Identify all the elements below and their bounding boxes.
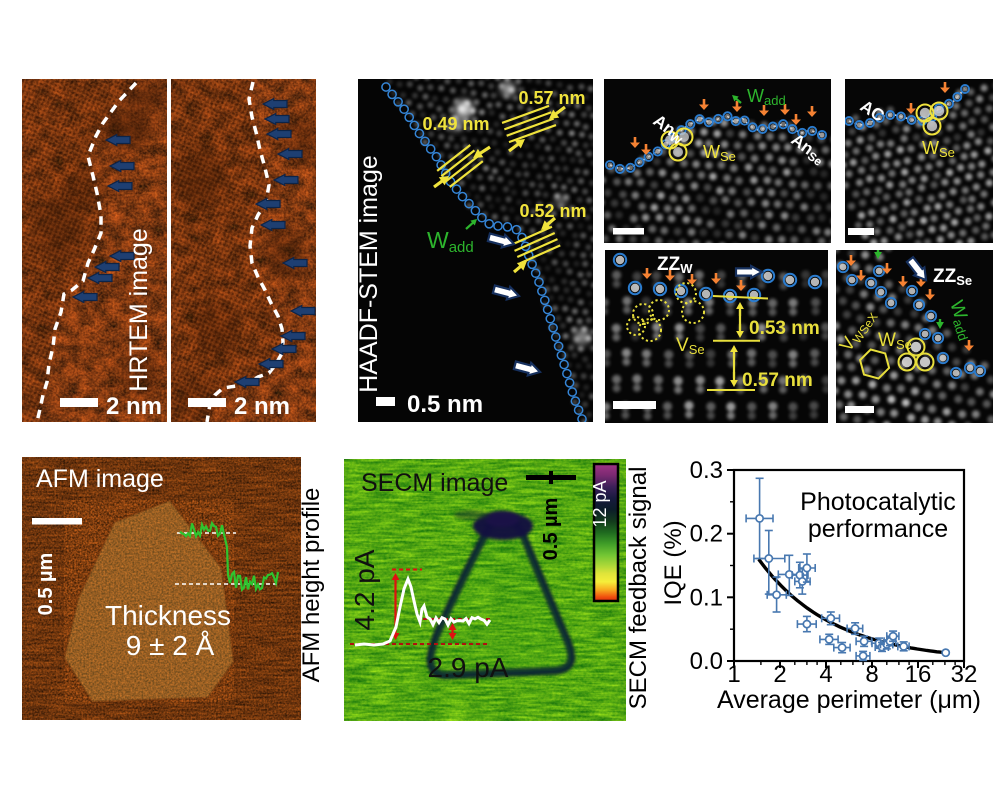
- svg-text:IQE (%): IQE (%): [660, 520, 687, 605]
- svg-text:32: 32: [951, 661, 978, 688]
- svg-text:AFM image: AFM image: [36, 465, 164, 493]
- svg-text:Photocatalytic: Photocatalytic: [800, 488, 956, 516]
- svg-text:0.49 nm: 0.49 nm: [422, 114, 489, 134]
- svg-text:0.1: 0.1: [690, 584, 723, 611]
- svg-text:0.53 nm: 0.53 nm: [749, 318, 820, 339]
- svg-text:performance: performance: [808, 515, 948, 543]
- svg-text:9 ± 2 Å: 9 ± 2 Å: [126, 630, 215, 661]
- svg-text:SECM image: SECM image: [361, 469, 508, 497]
- svg-text:4.2 pA: 4.2 pA: [349, 549, 380, 630]
- svg-text:12 pA: 12 pA: [590, 480, 610, 527]
- svg-text:0.0: 0.0: [690, 648, 723, 675]
- svg-text:0.5 µm: 0.5 µm: [35, 553, 57, 616]
- svg-text:2 nm: 2 nm: [106, 393, 162, 420]
- svg-text:1: 1: [727, 661, 740, 688]
- svg-text:4: 4: [819, 661, 832, 688]
- svg-text:0.52 nm: 0.52 nm: [519, 201, 586, 221]
- svg-text:AFM height profile: AFM height profile: [300, 488, 325, 683]
- svg-text:0.5 nm: 0.5 nm: [407, 391, 483, 418]
- svg-text:8: 8: [865, 661, 878, 688]
- svg-text:HAADF-STEM image: HAADF-STEM image: [358, 155, 383, 393]
- svg-text:Thickness: Thickness: [105, 600, 231, 631]
- svg-text:HRTEM image: HRTEM image: [125, 228, 153, 391]
- svg-text:0.57 nm: 0.57 nm: [518, 88, 585, 108]
- svg-text:2 nm: 2 nm: [234, 393, 290, 420]
- svg-text:Average perimeter (μm): Average perimeter (μm): [717, 686, 981, 714]
- svg-text:2: 2: [773, 661, 786, 688]
- svg-text:2.9 pA: 2.9 pA: [428, 652, 509, 683]
- svg-text:SECM feedback signal: SECM feedback signal: [625, 467, 652, 710]
- svg-text:0.3: 0.3: [690, 457, 723, 484]
- svg-text:0.5 µm: 0.5 µm: [540, 498, 562, 561]
- svg-text:0.2: 0.2: [690, 521, 723, 548]
- svg-text:16: 16: [905, 661, 932, 688]
- svg-text:0.57 nm: 0.57 nm: [742, 370, 813, 391]
